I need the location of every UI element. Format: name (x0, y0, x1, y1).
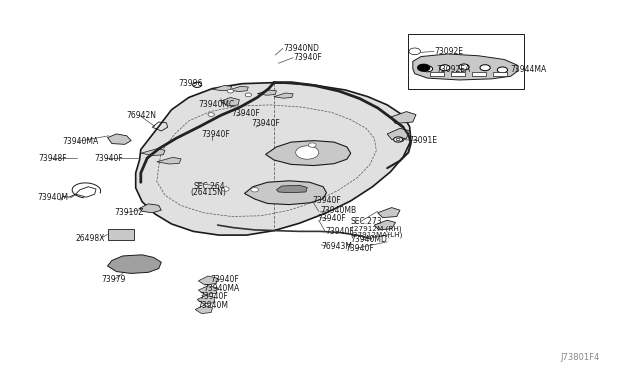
Text: 73940MA: 73940MA (63, 137, 99, 146)
Polygon shape (108, 134, 131, 144)
Text: 73940F: 73940F (346, 244, 374, 253)
Polygon shape (198, 286, 218, 295)
Text: 73940ND: 73940ND (283, 44, 319, 53)
Text: 26498X: 26498X (76, 234, 105, 243)
Circle shape (409, 48, 420, 55)
Polygon shape (157, 157, 181, 164)
Text: 73940F: 73940F (317, 214, 346, 223)
Polygon shape (412, 49, 417, 54)
Polygon shape (387, 128, 410, 140)
FancyBboxPatch shape (493, 72, 507, 76)
FancyBboxPatch shape (108, 229, 134, 240)
Text: 73948F: 73948F (38, 154, 67, 163)
Text: J73801F4: J73801F4 (560, 353, 599, 362)
Text: 73979: 73979 (101, 275, 125, 284)
Polygon shape (140, 204, 161, 213)
Circle shape (396, 138, 400, 141)
Text: 73940F: 73940F (95, 154, 124, 163)
Circle shape (417, 64, 430, 71)
FancyBboxPatch shape (451, 72, 465, 76)
Circle shape (193, 82, 202, 87)
Text: 73940F: 73940F (251, 119, 280, 128)
Circle shape (497, 67, 508, 73)
Text: 73940F: 73940F (312, 196, 341, 205)
Text: (27912MA(LH): (27912MA(LH) (351, 232, 403, 238)
Text: 73940F: 73940F (325, 227, 354, 236)
Text: 73940F: 73940F (232, 109, 260, 118)
Polygon shape (257, 90, 276, 95)
Text: 73092E: 73092E (434, 47, 463, 56)
Polygon shape (276, 185, 307, 193)
Text: 73940F: 73940F (293, 53, 322, 62)
Text: 73996: 73996 (178, 79, 202, 88)
Text: 73940F: 73940F (202, 130, 230, 139)
Polygon shape (378, 208, 400, 218)
Text: 73940F: 73940F (210, 275, 239, 284)
Text: 73092EA: 73092EA (436, 65, 471, 74)
Text: 73940F: 73940F (200, 292, 228, 301)
Text: 73940MC: 73940MC (198, 100, 235, 109)
Text: (27912M (RH): (27912M (RH) (351, 225, 401, 232)
Polygon shape (390, 112, 416, 124)
Polygon shape (266, 141, 351, 166)
Text: 73940MD: 73940MD (351, 235, 388, 244)
Text: 73940MA: 73940MA (204, 284, 240, 293)
Polygon shape (141, 149, 165, 155)
Circle shape (296, 146, 319, 159)
Circle shape (221, 187, 229, 191)
Circle shape (394, 137, 403, 142)
Text: 73910Z: 73910Z (114, 208, 143, 217)
Circle shape (227, 89, 234, 93)
Polygon shape (244, 181, 326, 205)
Circle shape (440, 65, 450, 71)
Polygon shape (197, 295, 215, 304)
FancyBboxPatch shape (430, 72, 444, 76)
Polygon shape (136, 83, 411, 235)
Text: 73940MB: 73940MB (320, 206, 356, 215)
Text: 73940M: 73940M (37, 193, 68, 202)
Polygon shape (413, 54, 517, 80)
Circle shape (208, 113, 214, 116)
Circle shape (245, 93, 252, 97)
Text: 73944MA: 73944MA (511, 65, 547, 74)
Polygon shape (212, 86, 232, 91)
Polygon shape (195, 305, 212, 314)
Polygon shape (108, 255, 161, 273)
Circle shape (459, 64, 469, 70)
Polygon shape (274, 93, 293, 98)
Text: 73940M: 73940M (197, 301, 228, 310)
Polygon shape (413, 49, 419, 54)
Text: 76942N: 76942N (127, 111, 157, 120)
Polygon shape (221, 97, 239, 106)
FancyBboxPatch shape (472, 72, 486, 76)
Circle shape (480, 65, 490, 71)
Circle shape (308, 143, 316, 147)
Circle shape (418, 64, 429, 71)
Polygon shape (198, 276, 218, 285)
Polygon shape (229, 86, 248, 92)
Circle shape (422, 66, 433, 72)
Text: SEC.273: SEC.273 (351, 217, 382, 226)
Text: 76943M: 76943M (321, 242, 352, 251)
Text: 73091E: 73091E (408, 136, 437, 145)
Circle shape (396, 137, 404, 142)
Circle shape (251, 187, 259, 192)
Text: (26415N): (26415N) (191, 188, 227, 197)
Polygon shape (374, 220, 396, 230)
Text: SEC.264: SEC.264 (193, 182, 225, 190)
